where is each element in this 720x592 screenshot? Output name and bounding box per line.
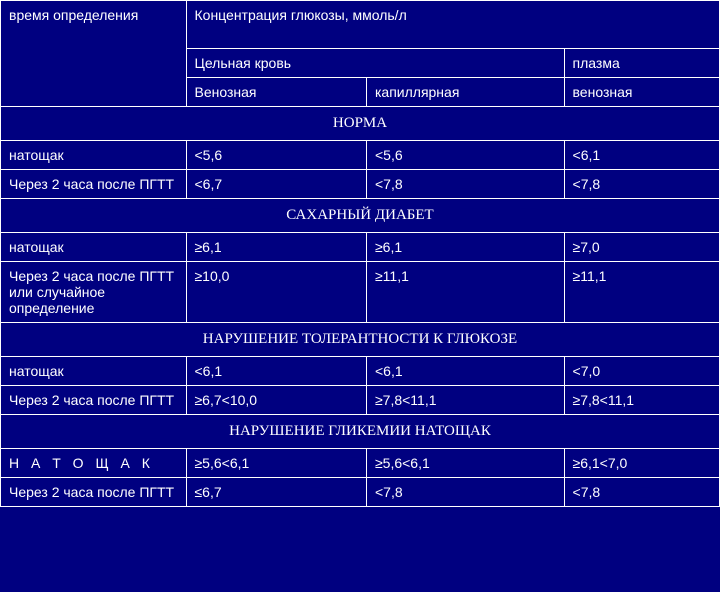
- table-row: натощак ≥6,1 ≥6,1 ≥7,0: [1, 233, 720, 262]
- cell-v3: ≥7,8<11,1: [564, 386, 719, 415]
- cell-v3: ≥6,1<7,0: [564, 449, 719, 478]
- cell-v1: <5,6: [186, 141, 366, 170]
- cell-v1: ≤6,7: [186, 478, 366, 507]
- section-igt-label: НАРУШЕНИЕ ТОЛЕРАНТНОСТИ К ГЛЮКОЗЕ: [1, 323, 720, 357]
- col-v3: венозная: [564, 78, 719, 107]
- cell-v3: <6,1: [564, 141, 719, 170]
- table-row: Через 2 часа после ПГТТ <6,7 <7,8 <7,8: [1, 170, 720, 199]
- cell-time: Через 2 часа после ПГТТ: [1, 478, 187, 507]
- table-row: Через 2 часа после ПГТТ или случайное оп…: [1, 262, 720, 323]
- glucose-table: время определения Концентрация глюкозы, …: [0, 0, 720, 507]
- cell-v3: <7,0: [564, 357, 719, 386]
- table-row: Через 2 часа после ПГТТ ≤6,7 <7,8 <7,8: [1, 478, 720, 507]
- cell-v2: <6,1: [366, 357, 564, 386]
- cell-v2: ≥6,1: [366, 233, 564, 262]
- cell-v3: ≥11,1: [564, 262, 719, 323]
- cell-v1: ≥5,6<6,1: [186, 449, 366, 478]
- cell-time: натощак: [1, 357, 187, 386]
- cell-v2: <7,8: [366, 478, 564, 507]
- header-row-1: время определения Концентрация глюкозы, …: [1, 1, 720, 49]
- cell-v2: ≥11,1: [366, 262, 564, 323]
- cell-time: Через 2 часа после ПГТТ или случайное оп…: [1, 262, 187, 323]
- cell-v1: ≥10,0: [186, 262, 366, 323]
- section-diabetes: САХАРНЫЙ ДИАБЕТ: [1, 199, 720, 233]
- col-sub1: Цельная кровь: [186, 49, 564, 78]
- cell-v2: ≥7,8<11,1: [366, 386, 564, 415]
- cell-v1: <6,7: [186, 170, 366, 199]
- cell-v2: <5,6: [366, 141, 564, 170]
- cell-time: Н А Т О Щ А К: [1, 449, 187, 478]
- section-normal: НОРМА: [1, 107, 720, 141]
- col-sub2: плазма: [564, 49, 719, 78]
- col-time-header: время определения: [1, 1, 187, 107]
- cell-v2: <7,8: [366, 170, 564, 199]
- cell-time: Через 2 часа после ПГТТ: [1, 386, 187, 415]
- col-main-header: Концентрация глюкозы, ммоль/л: [186, 1, 720, 49]
- cell-v3: ≥7,0: [564, 233, 719, 262]
- cell-v1: ≥6,1: [186, 233, 366, 262]
- section-igt: НАРУШЕНИЕ ТОЛЕРАНТНОСТИ К ГЛЮКОЗЕ: [1, 323, 720, 357]
- cell-time: натощак: [1, 141, 187, 170]
- cell-v1: <6,1: [186, 357, 366, 386]
- section-normal-label: НОРМА: [1, 107, 720, 141]
- cell-v3: <7,8: [564, 478, 719, 507]
- section-ifg: НАРУШЕНИЕ ГЛИКЕМИИ НАТОЩАК: [1, 415, 720, 449]
- table-row: Через 2 часа после ПГТТ ≥6,7<10,0 ≥7,8<1…: [1, 386, 720, 415]
- table-row: натощак <6,1 <6,1 <7,0: [1, 357, 720, 386]
- section-ifg-label: НАРУШЕНИЕ ГЛИКЕМИИ НАТОЩАК: [1, 415, 720, 449]
- section-diabetes-label: САХАРНЫЙ ДИАБЕТ: [1, 199, 720, 233]
- cell-time: натощак: [1, 233, 187, 262]
- cell-v3: <7,8: [564, 170, 719, 199]
- col-v2: капиллярная: [366, 78, 564, 107]
- cell-v2: ≥5,6<6,1: [366, 449, 564, 478]
- table-row: Н А Т О Щ А К ≥5,6<6,1 ≥5,6<6,1 ≥6,1<7,0: [1, 449, 720, 478]
- cell-v1: ≥6,7<10,0: [186, 386, 366, 415]
- table-row: натощак <5,6 <5,6 <6,1: [1, 141, 720, 170]
- cell-time: Через 2 часа после ПГТТ: [1, 170, 187, 199]
- col-v1: Венозная: [186, 78, 366, 107]
